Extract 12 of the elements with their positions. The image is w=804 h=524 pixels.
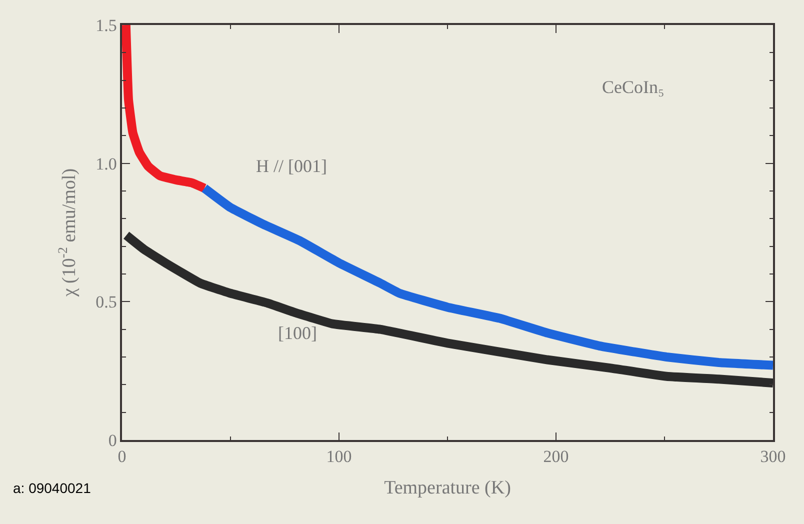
x-axis-title: Temperature (K) — [384, 477, 511, 498]
x-tick-label: 100 — [326, 447, 352, 466]
x-tick-label: 200 — [543, 447, 569, 466]
y-tick-label: 1.0 — [96, 154, 117, 174]
y-tick-label: 0 — [108, 430, 117, 450]
annotation: H // [001] — [256, 156, 327, 176]
text: a: 09040021 — [13, 480, 92, 496]
y-tick-label: 1.5 — [96, 16, 117, 35]
annotation: [100] — [278, 323, 317, 343]
y-tick-label: 0.5 — [96, 292, 117, 312]
x-tick-label: 300 — [760, 447, 786, 466]
annotation: CeCoIn₅ — [602, 77, 664, 97]
